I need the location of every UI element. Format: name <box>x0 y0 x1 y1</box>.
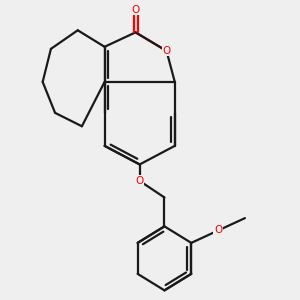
Text: O: O <box>162 46 171 56</box>
Text: O: O <box>131 4 140 15</box>
Text: O: O <box>136 176 144 186</box>
Text: O: O <box>214 226 222 236</box>
